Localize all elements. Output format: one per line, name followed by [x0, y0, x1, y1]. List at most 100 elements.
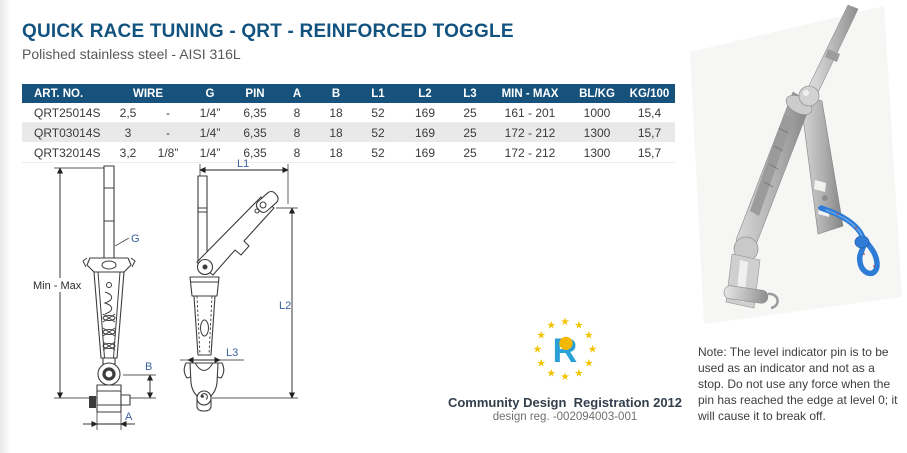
drawing-side-view: L1 L3 [180, 158, 298, 412]
spec-table: ART. NO. WIRE G PIN A B L1 L2 L3 MIN - M… [22, 84, 675, 163]
note-text: Note: The level indicator pin is to be u… [698, 345, 898, 423]
cell-a: 8 [278, 122, 316, 143]
body-tube-side [193, 295, 216, 356]
col-pin: PIN [232, 84, 278, 103]
eu-star-icon: ★ [547, 368, 556, 379]
cell-g: 1/4” [188, 142, 232, 163]
cell-bl-kg: 1000 [570, 103, 624, 123]
cell-min-max: 172 - 212 [490, 142, 570, 163]
page-title: QUICK RACE TUNING - QRT - REINFORCED TOG… [22, 21, 514, 42]
eu-star-icon: ★ [536, 331, 545, 342]
eu-star-icon: ★ [560, 372, 569, 383]
dim-label-l1: L1 [237, 158, 249, 170]
cell-wire-in: 1/8” [148, 142, 188, 163]
eu-star-icon: ★ [584, 358, 593, 369]
drawing-front-view: Min - Max G [30, 165, 156, 430]
col-a: A [278, 84, 316, 103]
photo-pivot-head [798, 85, 820, 107]
cell-l2: 169 [400, 103, 450, 123]
col-b: B [316, 84, 356, 103]
col-l3: L3 [450, 84, 490, 103]
col-wire: WIRE [108, 84, 188, 103]
cell-art-no: QRT03014S [22, 122, 108, 143]
badge-title: Community Design Registration 2012 [447, 395, 683, 410]
cell-l3: 25 [450, 122, 490, 143]
cell-g: 1/4” [188, 103, 232, 123]
badge-reg-number: design reg. -002094003-001 [492, 411, 638, 423]
photo-rope-knot [854, 235, 870, 249]
cell-art-no: QRT32014S [22, 142, 108, 163]
body-collar-side [189, 276, 220, 297]
dim-label-min-max: Min - Max [33, 280, 82, 292]
cell-min-max: 172 - 212 [490, 122, 570, 143]
cell-pin: 6,35 [232, 103, 278, 123]
cell-l1: 52 [356, 103, 400, 123]
cell-l3: 25 [450, 103, 490, 123]
photo-ring [767, 292, 779, 310]
cell-b: 18 [316, 103, 356, 123]
eu-star-icon: ★ [547, 321, 556, 332]
adjuster-marks [102, 313, 116, 351]
col-min-max: MIN - MAX [490, 84, 570, 103]
cell-b: 18 [316, 142, 356, 163]
eu-star-icon: ★ [533, 345, 542, 356]
cell-a: 8 [278, 103, 316, 123]
eu-star-icon: ★ [584, 331, 593, 342]
cell-kg-100: 15,4 [624, 103, 675, 123]
page-subtitle: Polished stainless steel - AISI 316L [22, 46, 241, 62]
cell-wire-mm: 3 [108, 122, 148, 143]
cell-wire-in: - [148, 103, 188, 123]
product-photo [690, 4, 902, 324]
eu-star-icon: ★ [574, 321, 583, 332]
cell-art-no: QRT25014S [22, 103, 108, 123]
spec-table-header-row: ART. NO. WIRE G PIN A B L1 L2 L3 MIN - M… [22, 84, 675, 103]
cell-pin: 6,35 [232, 142, 278, 163]
table-row: QRT03014S 3 - 1/4” 6,35 8 18 52 169 25 1… [22, 122, 675, 143]
col-g: G [188, 84, 232, 103]
cell-g: 1/4” [188, 122, 232, 143]
cell-wire-mm: 2,5 [108, 103, 148, 123]
cell-l3: 25 [450, 142, 490, 163]
col-kg-100: KG/100 [624, 84, 675, 103]
dim-label-l2: L2 [279, 300, 291, 312]
photo-clevis-pin [723, 285, 769, 304]
photo-backdrop [690, 6, 902, 324]
body-collar [86, 257, 132, 273]
cell-bl-kg: 1300 [570, 142, 624, 163]
dim-label-a: A [125, 411, 133, 423]
page-edge-shadow [0, 0, 10, 453]
cell-kg-100: 15,7 [624, 122, 675, 143]
registration-badge: ★ ★ ★ ★ ★ ★ ★ ★ ★ ★ ★ ★ R Community Desi… [425, 312, 705, 423]
col-l2: L2 [400, 84, 450, 103]
toggle-fork-front [96, 384, 122, 413]
level-indicator-pin [106, 282, 112, 288]
rcd-logo: ★ ★ ★ ★ ★ ★ ★ ★ ★ ★ ★ ★ R [533, 317, 597, 383]
rcd-yellow-dot [559, 336, 573, 350]
eu-star-icon: ★ [536, 358, 545, 369]
cell-bl-kg: 1300 [570, 122, 624, 143]
dim-label-g: G [131, 233, 140, 245]
table-row: QRT32014S 3,2 1/8” 1/4” 6,35 8 18 52 169… [22, 142, 675, 163]
cell-wire-in: - [148, 122, 188, 143]
cell-l2: 169 [400, 142, 450, 163]
cell-b: 18 [316, 122, 356, 143]
stud-rod [103, 165, 115, 259]
eu-star-icon: ★ [588, 345, 597, 356]
cell-a: 8 [278, 142, 316, 163]
cell-l2: 169 [400, 122, 450, 143]
col-bl-kg: BL/KG [570, 84, 624, 103]
cell-min-max: 161 - 201 [490, 103, 570, 123]
table-row: QRT25014S 2,5 - 1/4” 6,35 8 18 52 169 25… [22, 103, 675, 123]
col-l1: L1 [356, 84, 400, 103]
eu-stars-ring: ★ ★ ★ ★ ★ ★ ★ ★ ★ ★ ★ ★ [533, 317, 597, 383]
technical-drawing: Min - Max G [30, 158, 298, 430]
photo-toggle-fork [723, 236, 779, 310]
eu-star-icon: ★ [574, 368, 583, 379]
cell-pin: 6,35 [232, 122, 278, 143]
photo-rope [818, 205, 880, 277]
eu-star-icon: ★ [560, 317, 569, 328]
dim-label-l3: L3 [226, 347, 238, 359]
dim-label-b: B [145, 361, 152, 373]
cell-l1: 52 [356, 142, 400, 163]
